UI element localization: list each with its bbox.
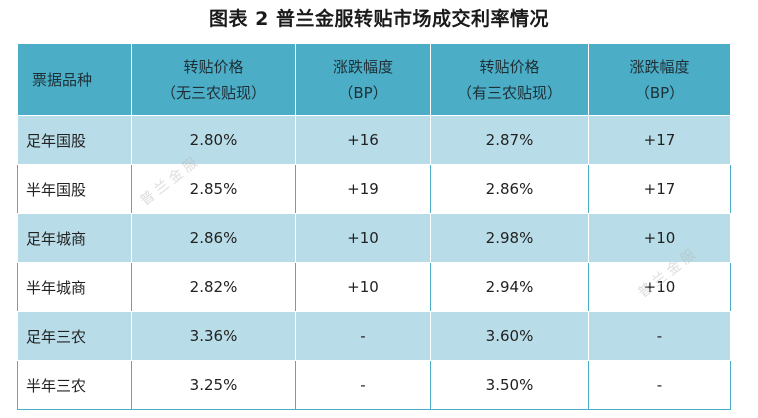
page-title: 图表 2 普兰金服转贴市场成交利率情况: [209, 8, 549, 30]
table-header-row: 票据品种 转贴价格 （无三农贴现） 涨跌幅度 （BP） 转贴价格 （有三农贴现）…: [17, 43, 731, 116]
row-name-cell: 足年三农: [17, 311, 132, 361]
price-b-cell: 2.98%: [430, 213, 589, 263]
change-b-cell: -: [588, 360, 731, 410]
price-a-cell: 2.86%: [131, 213, 296, 263]
row-name-cell: 半年三农: [17, 360, 132, 410]
header-cell-change-with-sannong: 涨跌幅度 （BP）: [588, 43, 731, 116]
change-a-cell: +16: [295, 115, 431, 165]
header-label: 涨跌幅度: [332, 57, 393, 76]
header-sublabel: （BP）: [338, 83, 388, 102]
change-b-cell: +10: [588, 213, 731, 263]
table-row: 足年三农 3.36% - 3.60% -: [17, 311, 731, 361]
header-cell-type: 票据品种: [17, 43, 132, 116]
row-name-cell: 半年城商: [17, 262, 132, 312]
table-row: 足年城商 2.86% +10 2.98% +10: [17, 213, 731, 263]
header-label: 票据品种: [32, 70, 93, 89]
header-label: 转贴价格: [479, 57, 540, 76]
change-a-cell: -: [295, 360, 431, 410]
header-cell-change-no-sannong: 涨跌幅度 （BP）: [295, 43, 431, 116]
price-a-cell: 2.80%: [131, 115, 296, 165]
table-row: 半年三农 3.25% - 3.50% -: [17, 360, 731, 410]
price-b-cell: 2.94%: [430, 262, 589, 312]
row-name-cell: 半年国股: [17, 164, 132, 214]
price-b-cell: 2.87%: [430, 115, 589, 165]
change-b-cell: +10: [588, 262, 731, 312]
price-a-cell: 3.25%: [131, 360, 296, 410]
table-row: 半年城商 2.82% +10 2.94% +10: [17, 262, 731, 312]
price-b-cell: 2.86%: [430, 164, 589, 214]
change-b-cell: +17: [588, 115, 731, 165]
header-sublabel: （有三农贴现）: [456, 83, 562, 102]
price-b-cell: 3.50%: [430, 360, 589, 410]
header-cell-price-with-sannong: 转贴价格 （有三农贴现）: [430, 43, 589, 116]
change-b-cell: +17: [588, 164, 731, 214]
header-sublabel: （无三农贴现）: [160, 83, 266, 102]
price-a-cell: 2.85%: [131, 164, 296, 214]
header-sublabel: （BP）: [634, 83, 685, 102]
price-a-cell: 3.36%: [131, 311, 296, 361]
rate-table: 票据品种 转贴价格 （无三农贴现） 涨跌幅度 （BP） 转贴价格 （有三农贴现）…: [17, 43, 731, 410]
change-a-cell: +19: [295, 164, 431, 214]
price-b-cell: 3.60%: [430, 311, 589, 361]
header-cell-price-no-sannong: 转贴价格 （无三农贴现）: [131, 43, 296, 116]
header-label: 转贴价格: [183, 57, 244, 76]
table-row: 足年国股 2.80% +16 2.87% +17: [17, 115, 731, 165]
table-row: 半年国股 2.85% +19 2.86% +17: [17, 164, 731, 214]
change-a-cell: +10: [295, 213, 431, 263]
price-a-cell: 2.82%: [131, 262, 296, 312]
change-a-cell: -: [295, 311, 431, 361]
change-a-cell: +10: [295, 262, 431, 312]
row-name-cell: 足年城商: [17, 213, 132, 263]
header-label: 涨跌幅度: [629, 57, 690, 76]
change-b-cell: -: [588, 311, 731, 361]
row-name-cell: 足年国股: [17, 115, 132, 165]
